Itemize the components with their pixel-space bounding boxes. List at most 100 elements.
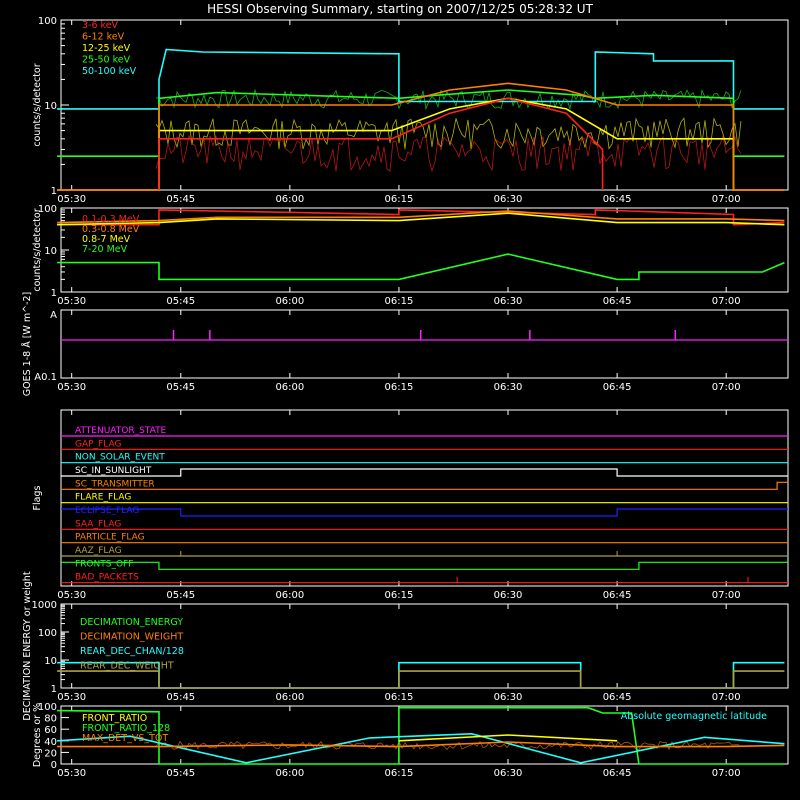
flag-line-eclipse-flag: [61, 508, 788, 517]
y-tick-label: 1: [51, 186, 57, 197]
legend-entry: FRONT_RATIO: [82, 713, 147, 724]
x-tick-label: 05:45: [166, 296, 195, 307]
flag-label: AAZ_FLAG: [75, 546, 122, 556]
legend-entry: 25-50 keV: [82, 55, 131, 66]
x-tick-label: 07:00: [712, 194, 741, 205]
panel-3-frame: [60, 309, 789, 379]
x-tick-label: 06:30: [494, 382, 523, 393]
x-tick-label: 05:45: [166, 692, 195, 703]
y-axis-label: GOES 1-8 Å [W m^-2]: [21, 292, 33, 396]
series-line-6-2: [57, 732, 785, 764]
y-tick-label: 60: [44, 725, 57, 736]
y-tick-label: 80: [44, 714, 57, 725]
y-tick-label: 0: [51, 760, 57, 771]
y-tick-label: 10: [44, 246, 57, 257]
y-axis-label: DECIMATION ENERGY or weight: [22, 571, 33, 720]
panel-3: 05:30 05:45 06:00 06:15 06:30 06:45 07:00 GOES …: [21, 292, 789, 396]
y-axis-label: counts/s/detector: [32, 208, 43, 291]
series-line-1-2: [57, 89, 785, 157]
y-tick-label: A: [50, 310, 57, 321]
x-tick-label: 05:45: [166, 194, 195, 205]
x-tick-label: 06:30: [494, 194, 523, 205]
x-tick-label: 06:45: [603, 692, 632, 703]
y-tick-label: 1000: [32, 600, 57, 611]
series-noise: [155, 740, 742, 751]
series-line-5-2: [57, 670, 785, 689]
x-tick-label: 06:15: [385, 768, 414, 779]
x-tick-label: 06:15: [385, 590, 414, 601]
legend-entry: MAX_DET_VS_TOT: [82, 733, 168, 744]
y-axis-label: counts/s/detector: [32, 63, 43, 146]
x-tick-label: 05:45: [166, 382, 195, 393]
panel-4-frame: [60, 409, 789, 587]
x-tick-label: 05:30: [57, 768, 86, 779]
x-tick-label: 06:45: [603, 382, 632, 393]
x-tick-label: 07:00: [712, 768, 741, 779]
x-tick-label: 05:30: [57, 296, 86, 307]
series-line-2-4: [57, 253, 785, 281]
x-tick-label: 06:00: [275, 382, 304, 393]
x-tick-label: 07:00: [712, 590, 741, 601]
x-tick-label: 06:30: [494, 296, 523, 307]
flag-label: GAP_FLAG: [75, 439, 121, 449]
flag-line-sc-transmitter: [61, 481, 788, 490]
x-tick-label: 06:00: [275, 768, 304, 779]
x-tick-label: 06:45: [603, 590, 632, 601]
x-tick-label: 06:15: [385, 296, 414, 307]
y-tick-label: 100: [38, 628, 57, 639]
flag-label: PARTICLE_FLAG: [75, 533, 145, 543]
flag-line-fronts-off: [61, 561, 788, 570]
legend-entry: 3-6 keV: [82, 20, 119, 31]
flag-label: ATTENUATOR_STATE: [75, 426, 167, 436]
flag-label: SC_TRANSMITTER: [75, 479, 155, 489]
flag-label: BAD_PACKETS: [75, 573, 139, 583]
y-tick-label: 20: [44, 748, 57, 759]
flag-label: SAA_FLAG: [75, 519, 121, 529]
x-tick-label: 05:30: [57, 692, 86, 703]
legend-entry: REAR_DEC_CHAN/128: [80, 646, 184, 657]
y-tick-label: 1: [51, 288, 57, 299]
series-line-6-4: [398, 734, 618, 742]
y-tick-label: 10: [44, 101, 57, 112]
legend-entry: REAR_DEC_WEIGHT: [80, 661, 174, 672]
legend-entry: 7-20 MeV: [82, 244, 128, 255]
legend-entry: FRONT_RATIO_128: [82, 723, 170, 734]
panel-6-frame: [60, 705, 789, 765]
x-tick-label: 06:00: [275, 692, 304, 703]
x-tick-label: 06:30: [494, 692, 523, 703]
x-tick-label: 05:45: [166, 768, 195, 779]
y-tick-label: 100: [38, 702, 57, 713]
x-tick-label: 06:15: [385, 382, 414, 393]
series-noise: [155, 134, 742, 173]
y-tick-label: 100: [38, 16, 57, 27]
legend-entry: 0.8-7 MeV: [82, 234, 131, 245]
legend-entry: 0.1-0.3 MeV: [82, 214, 140, 225]
flag-label: NON_SOLAR_EVENT: [75, 453, 165, 463]
panel-5-frame: [60, 603, 789, 689]
x-tick-label: 06:15: [385, 194, 414, 205]
x-tick-label: 07:00: [712, 692, 741, 703]
series-line-6-1: [57, 706, 785, 765]
x-tick-label: 06:00: [275, 194, 304, 205]
panel-4: 05:30 05:45 06:00 06:15 06:30 06:45 07:00 Flags…: [32, 409, 789, 601]
series-line-6-3: [57, 741, 785, 748]
panel-5: 05:30 05:45 06:00 06:15 06:30 06:45 07:00 DECIM…: [22, 571, 789, 721]
x-tick-label: 06:30: [494, 590, 523, 601]
x-tick-label: 05:30: [57, 382, 86, 393]
x-tick-label: 06:00: [275, 590, 304, 601]
y-tick-label: 10: [44, 656, 57, 667]
x-tick-label: 05:30: [57, 590, 86, 601]
x-tick-label: 06:45: [603, 296, 632, 307]
x-tick-label: 06:30: [494, 768, 523, 779]
y-tick-label: 1: [51, 684, 57, 695]
flag-label: FLARE_FLAG: [75, 493, 131, 503]
x-tick-label: 06:45: [603, 768, 632, 779]
legend-entry: 0.3-0.8 MeV: [82, 224, 140, 235]
x-tick-label: 06:00: [275, 296, 304, 307]
series-line-1-4: [57, 82, 785, 191]
panel-1: 05:30 05:45 06:00 06:15 06:30 06:45 07:00 count…: [32, 16, 789, 205]
y-tick-label: 40: [44, 737, 57, 748]
x-tick-label: 06:15: [385, 692, 414, 703]
